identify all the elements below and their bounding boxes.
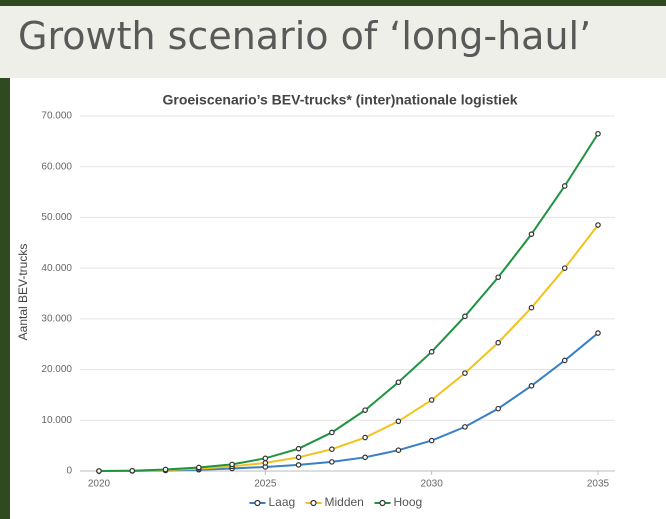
- data-point: [428, 397, 435, 403]
- data-point: [561, 265, 568, 271]
- y-tick-label: 0: [66, 466, 72, 477]
- data-point: [495, 274, 502, 281]
- data-point: [528, 231, 535, 237]
- data-point: [561, 183, 568, 189]
- slide-title: Growth scenario of ‘long-haul’: [18, 14, 592, 58]
- data-point: [395, 379, 402, 386]
- data-point: [96, 468, 102, 474]
- data-point: [295, 462, 302, 468]
- data-point: [329, 429, 335, 436]
- data-point: [362, 407, 368, 413]
- data-point: [595, 330, 601, 336]
- y-tick-label: 50.000: [41, 212, 72, 223]
- data-point: [229, 461, 235, 468]
- data-point: [395, 447, 402, 454]
- legend-label: Hoog: [394, 495, 423, 509]
- x-tick-label: 2020: [88, 479, 111, 490]
- data-point: [295, 454, 302, 461]
- legend-label: Laag: [269, 495, 296, 509]
- legend-marker: [379, 499, 386, 507]
- data-point: [162, 466, 169, 473]
- x-tick-label: 2025: [254, 479, 277, 490]
- chart-title: Groeiscenario’s BEV-trucks* (inter)natio…: [162, 92, 517, 108]
- top-band: [0, 0, 666, 6]
- y-tick-label: 20.000: [41, 364, 72, 375]
- data-point: [295, 445, 302, 452]
- x-tick-label: 2030: [421, 479, 444, 490]
- data-point: [528, 304, 535, 311]
- legend-label: Midden: [325, 495, 364, 509]
- data-point: [129, 467, 136, 474]
- series-line: [98, 133, 599, 472]
- y-tick-label: 70.000: [41, 111, 72, 122]
- y-tick-label: 10.000: [41, 415, 72, 426]
- y-tick-label: 60.000: [41, 161, 72, 172]
- y-tick-label: 30.000: [41, 313, 72, 324]
- data-point: [495, 405, 502, 412]
- data-point: [362, 434, 368, 441]
- data-point: [329, 459, 335, 465]
- y-tick-label: 40.000: [41, 263, 72, 274]
- data-point: [462, 370, 468, 376]
- left-band: [0, 78, 10, 519]
- data-point: [462, 424, 468, 430]
- data-point: [462, 313, 468, 320]
- data-point: [196, 464, 202, 471]
- chart-background: [10, 78, 666, 519]
- data-point: [262, 455, 269, 462]
- data-point: [428, 437, 435, 444]
- data-point: [561, 357, 568, 364]
- data-point: [595, 130, 601, 137]
- data-point: [495, 339, 502, 346]
- data-point: [395, 418, 402, 425]
- y-axis-label: Aantal BEV-trucks: [16, 244, 30, 341]
- legend-marker: [254, 499, 261, 507]
- data-point: [595, 222, 601, 228]
- data-point: [362, 454, 368, 461]
- x-tick-label: 2035: [587, 479, 610, 490]
- data-point: [428, 349, 435, 355]
- data-point: [528, 382, 535, 389]
- data-point: [262, 460, 269, 466]
- data-point: [329, 446, 335, 452]
- legend-marker: [310, 499, 317, 507]
